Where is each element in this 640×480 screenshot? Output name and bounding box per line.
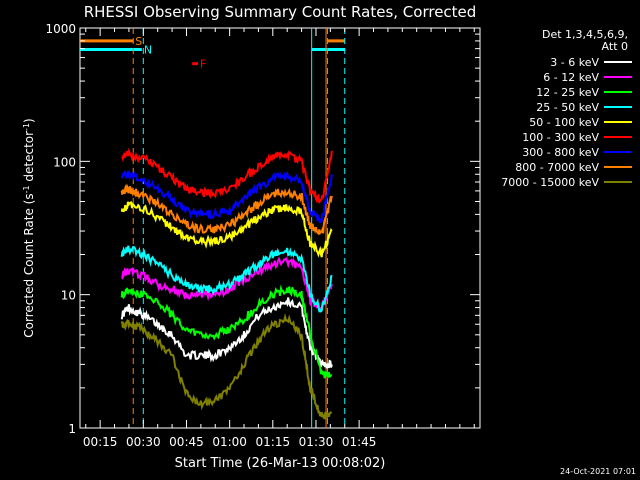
flag-label: S — [135, 35, 142, 48]
y-tick-label: 100 — [53, 155, 76, 169]
series-line — [120, 183, 333, 236]
legend: Det 1,3,4,5,6,9,Att 03 - 6 keV 6 - 12 keV… — [501, 28, 632, 189]
legend-label: 300 - 800 keV — [522, 146, 599, 159]
x-tick-label: 00:15 — [83, 435, 118, 449]
series-line — [120, 245, 333, 313]
series-line — [121, 147, 333, 204]
y-tick-label: 1000 — [45, 22, 76, 36]
legend-label: 6 - 12 keV — [543, 71, 599, 84]
legend-label: 12 - 25 keV — [536, 86, 599, 99]
y-tick-label: 10 — [61, 289, 76, 303]
y-axis-label: Corrected Count Rate (s-1 detector-1) — [22, 118, 37, 337]
x-axis-label: Start Time (26-Mar-13 00:08:02) — [175, 456, 386, 471]
flag-bars: SN F — [80, 35, 345, 71]
x-tick-label: 00:30 — [126, 435, 161, 449]
axes: 00:15 00:30 00:45 01:00 01:15 01:30 01:45 1 10 10… — [45, 22, 480, 449]
y-tick-label: 1 — [68, 422, 76, 436]
x-tick-label: 01:00 — [212, 435, 247, 449]
series-line — [120, 297, 333, 369]
x-tick-label: 00:45 — [169, 435, 204, 449]
flag-label: F — [200, 58, 206, 71]
flag-label: N — [144, 43, 152, 56]
footer-date: 24-Oct-2021 07:01 — [560, 467, 636, 476]
x-tick-label: 01:15 — [256, 435, 291, 449]
x-tick-label: 01:45 — [342, 435, 377, 449]
legend-header: Att 0 — [602, 40, 628, 53]
legend-label: 100 - 300 keV — [522, 131, 599, 144]
series-line — [120, 313, 332, 420]
legend-label: 50 - 100 keV — [529, 116, 599, 129]
series-line — [121, 256, 333, 313]
series-lines — [120, 147, 333, 420]
legend-label: 800 - 7000 keV — [515, 161, 599, 174]
legend-header: Det 1,3,4,5,6,9, — [542, 28, 628, 41]
series-line — [120, 200, 333, 258]
legend-label: 25 - 50 keV — [536, 101, 599, 114]
plot-frame — [79, 27, 481, 429]
legend-label: 7000 - 15000 keV — [501, 176, 599, 189]
mode-lines — [132, 28, 346, 428]
chart-title: RHESSI Observing Summary Count Rates, Co… — [84, 3, 477, 21]
legend-label: 3 - 6 keV — [550, 56, 599, 69]
series-line — [120, 284, 333, 379]
series-line — [120, 169, 333, 224]
x-tick-label: 01:30 — [299, 435, 334, 449]
